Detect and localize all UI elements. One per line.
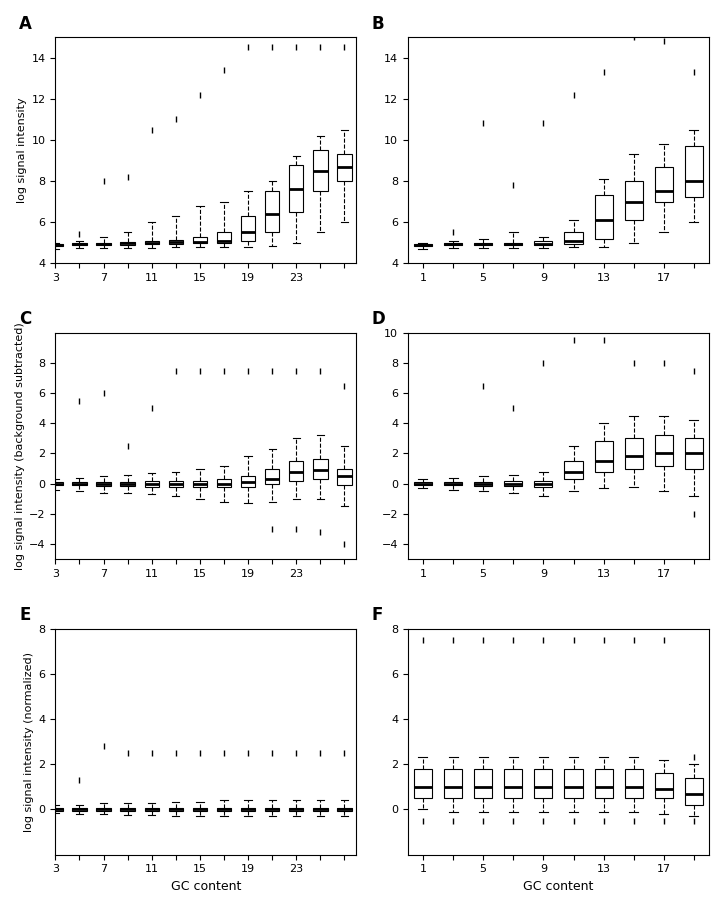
PathPatch shape [216,808,231,811]
Y-axis label: log signal intensity (normalized): log signal intensity (normalized) [25,652,34,832]
PathPatch shape [193,808,207,811]
PathPatch shape [654,774,673,798]
PathPatch shape [594,441,613,471]
PathPatch shape [265,808,279,811]
PathPatch shape [145,241,159,244]
PathPatch shape [474,243,492,245]
PathPatch shape [241,808,256,811]
PathPatch shape [96,808,111,811]
PathPatch shape [534,769,552,798]
PathPatch shape [534,480,552,487]
PathPatch shape [49,243,62,246]
Text: E: E [20,606,30,624]
PathPatch shape [72,808,87,811]
PathPatch shape [337,808,352,811]
PathPatch shape [565,232,583,243]
PathPatch shape [474,482,492,486]
PathPatch shape [414,243,432,246]
X-axis label: GC content: GC content [171,880,241,893]
PathPatch shape [625,181,643,220]
PathPatch shape [96,482,111,486]
PathPatch shape [414,769,432,798]
PathPatch shape [504,769,522,798]
PathPatch shape [193,480,207,487]
X-axis label: GC content: GC content [523,880,594,893]
PathPatch shape [654,167,673,202]
PathPatch shape [444,243,462,245]
Y-axis label: log signal intensity: log signal intensity [17,97,28,203]
PathPatch shape [120,242,135,244]
PathPatch shape [216,479,231,487]
PathPatch shape [72,482,87,485]
PathPatch shape [504,242,522,245]
PathPatch shape [289,808,303,811]
PathPatch shape [169,808,183,811]
PathPatch shape [265,192,279,232]
PathPatch shape [169,240,183,243]
PathPatch shape [289,461,303,480]
PathPatch shape [72,243,87,245]
Text: B: B [372,15,384,33]
PathPatch shape [565,461,583,479]
PathPatch shape [594,769,613,798]
PathPatch shape [49,482,62,485]
PathPatch shape [241,216,256,241]
Text: C: C [20,311,32,329]
Text: A: A [20,15,32,33]
PathPatch shape [169,481,183,487]
PathPatch shape [685,146,703,197]
PathPatch shape [145,481,159,487]
PathPatch shape [534,241,552,245]
PathPatch shape [685,778,703,805]
PathPatch shape [625,769,643,798]
PathPatch shape [193,236,207,243]
PathPatch shape [565,769,583,798]
PathPatch shape [625,439,643,469]
PathPatch shape [216,232,231,242]
PathPatch shape [414,482,432,485]
PathPatch shape [120,482,135,486]
PathPatch shape [444,769,462,798]
PathPatch shape [594,195,613,239]
PathPatch shape [120,808,135,811]
PathPatch shape [96,242,111,245]
PathPatch shape [313,459,327,479]
PathPatch shape [313,150,327,192]
PathPatch shape [654,435,673,466]
PathPatch shape [337,154,352,181]
PathPatch shape [337,469,352,485]
Text: F: F [372,606,383,624]
PathPatch shape [685,439,703,469]
PathPatch shape [504,481,522,486]
PathPatch shape [49,808,62,811]
PathPatch shape [444,482,462,485]
PathPatch shape [474,769,492,798]
Y-axis label: log signal intensity (background subtracted): log signal intensity (background subtrac… [15,322,25,570]
PathPatch shape [265,469,279,484]
PathPatch shape [241,476,256,487]
PathPatch shape [145,808,159,811]
Text: D: D [372,311,386,329]
PathPatch shape [289,164,303,212]
PathPatch shape [313,808,327,811]
